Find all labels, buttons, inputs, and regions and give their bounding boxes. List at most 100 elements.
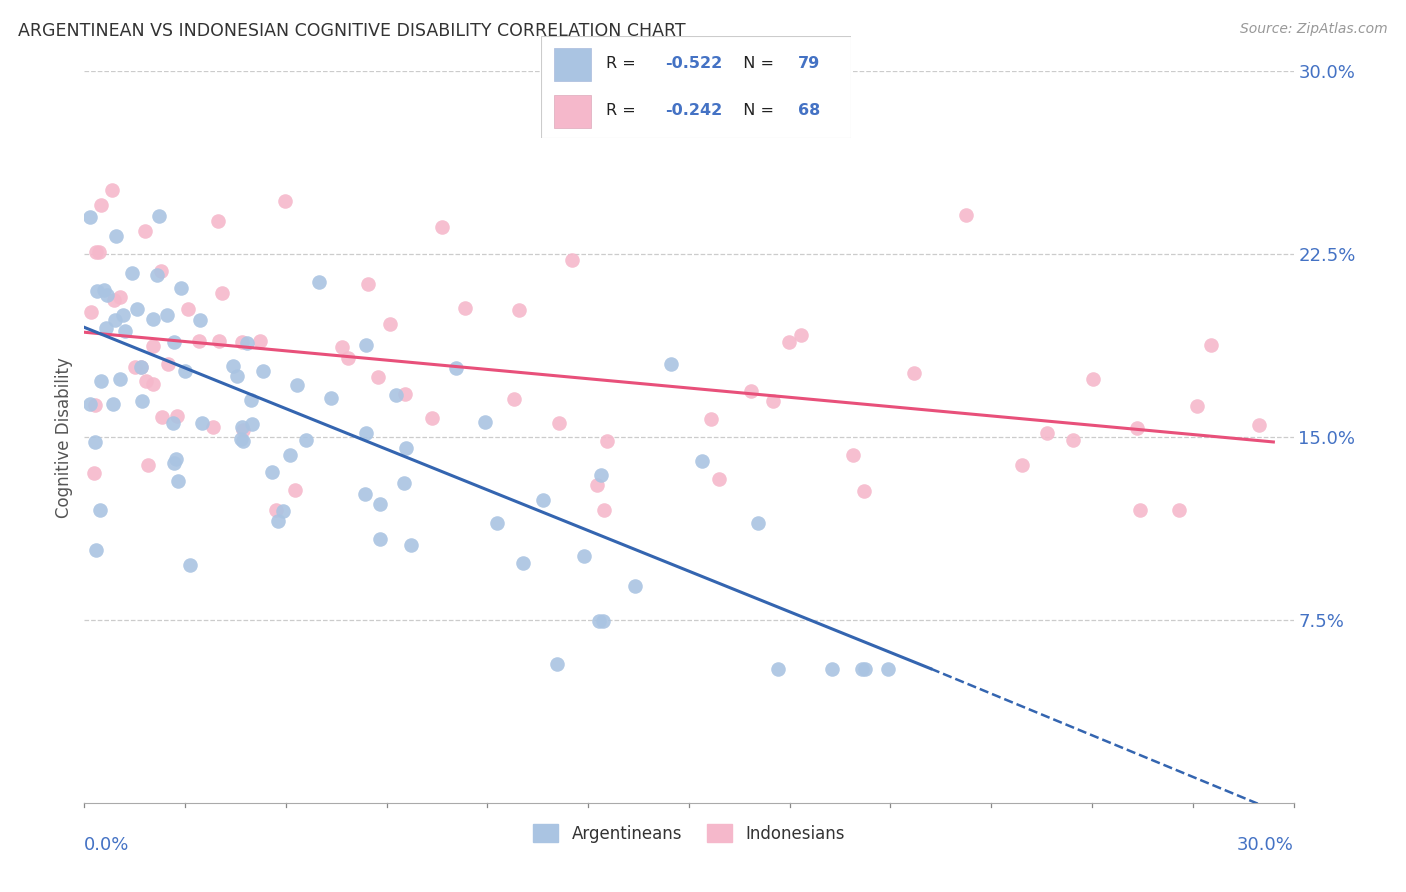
Point [163, 456, 186, 470]
Point [240, 417, 263, 431]
FancyBboxPatch shape [541, 36, 851, 138]
Point [378, 318, 401, 332]
Point [156, 308, 179, 322]
Point [166, 409, 188, 424]
Point [295, 433, 318, 447]
Point [853, 662, 876, 676]
Point [179, 558, 201, 572]
Point [330, 340, 353, 354]
Point [430, 219, 453, 234]
Point [485, 516, 508, 530]
Point [232, 423, 254, 437]
Point [284, 483, 307, 498]
Point [236, 335, 259, 350]
Point [285, 377, 308, 392]
Text: N =: N = [733, 56, 779, 70]
Point [150, 264, 173, 278]
Point [512, 556, 534, 570]
Point [572, 549, 595, 563]
Point [271, 504, 294, 518]
Point [474, 415, 496, 429]
Point [337, 351, 360, 365]
Point [101, 397, 124, 411]
Point [90, 375, 112, 389]
Point [690, 454, 713, 468]
Point [208, 334, 231, 349]
Point [148, 209, 170, 223]
Point [252, 363, 274, 377]
Point [129, 360, 152, 375]
Point [94, 320, 117, 334]
Point [86, 542, 108, 557]
Point [108, 371, 131, 385]
Point [766, 662, 789, 676]
Point [368, 497, 391, 511]
Point [86, 284, 108, 298]
Point [108, 290, 131, 304]
Point [229, 433, 252, 447]
Point [368, 533, 391, 547]
Point [79, 397, 101, 411]
Text: 30.0%: 30.0% [1237, 836, 1294, 854]
Point [707, 472, 730, 486]
Point [747, 516, 769, 531]
Point [842, 448, 865, 462]
Point [124, 360, 146, 375]
Point [177, 301, 200, 316]
Text: 0.0%: 0.0% [84, 836, 129, 854]
Point [399, 538, 422, 552]
Point [129, 360, 152, 375]
Point [84, 398, 107, 412]
Point [503, 392, 526, 406]
Point [778, 334, 800, 349]
Text: R =: R = [606, 103, 641, 118]
Point [104, 313, 127, 327]
Point [114, 325, 136, 339]
Point [162, 417, 184, 431]
Point [157, 358, 180, 372]
Point [136, 458, 159, 473]
Point [163, 335, 186, 350]
Point [264, 503, 287, 517]
FancyBboxPatch shape [554, 95, 591, 128]
Point [1126, 421, 1149, 435]
Point [166, 451, 188, 466]
Point [191, 416, 214, 430]
Point [588, 615, 610, 629]
Point [131, 394, 153, 409]
Point [354, 426, 377, 441]
Text: 79: 79 [799, 56, 820, 70]
Point [231, 419, 253, 434]
Point [100, 183, 122, 197]
Point [851, 662, 873, 676]
Point [278, 449, 301, 463]
Point [508, 303, 530, 318]
Point [548, 416, 571, 430]
Point [90, 198, 112, 212]
Point [80, 305, 103, 319]
Point [1185, 399, 1208, 413]
Point [89, 503, 111, 517]
Point [211, 286, 233, 301]
Point [142, 339, 165, 353]
Point [592, 614, 614, 628]
Text: -0.522: -0.522 [665, 56, 723, 70]
Y-axis label: Cognitive Disability: Cognitive Disability [55, 357, 73, 517]
Point [353, 487, 375, 501]
Point [170, 280, 193, 294]
Point [853, 484, 876, 499]
Point [308, 275, 330, 289]
Point [142, 311, 165, 326]
Text: R =: R = [606, 56, 641, 70]
Point [226, 368, 249, 383]
Point [394, 475, 416, 490]
Point [83, 466, 105, 480]
Point [789, 327, 811, 342]
Point [146, 268, 169, 282]
Point [239, 393, 262, 408]
Point [188, 334, 211, 348]
Point [357, 277, 380, 291]
Point [877, 662, 900, 676]
Point [903, 366, 925, 380]
Point [125, 301, 148, 316]
